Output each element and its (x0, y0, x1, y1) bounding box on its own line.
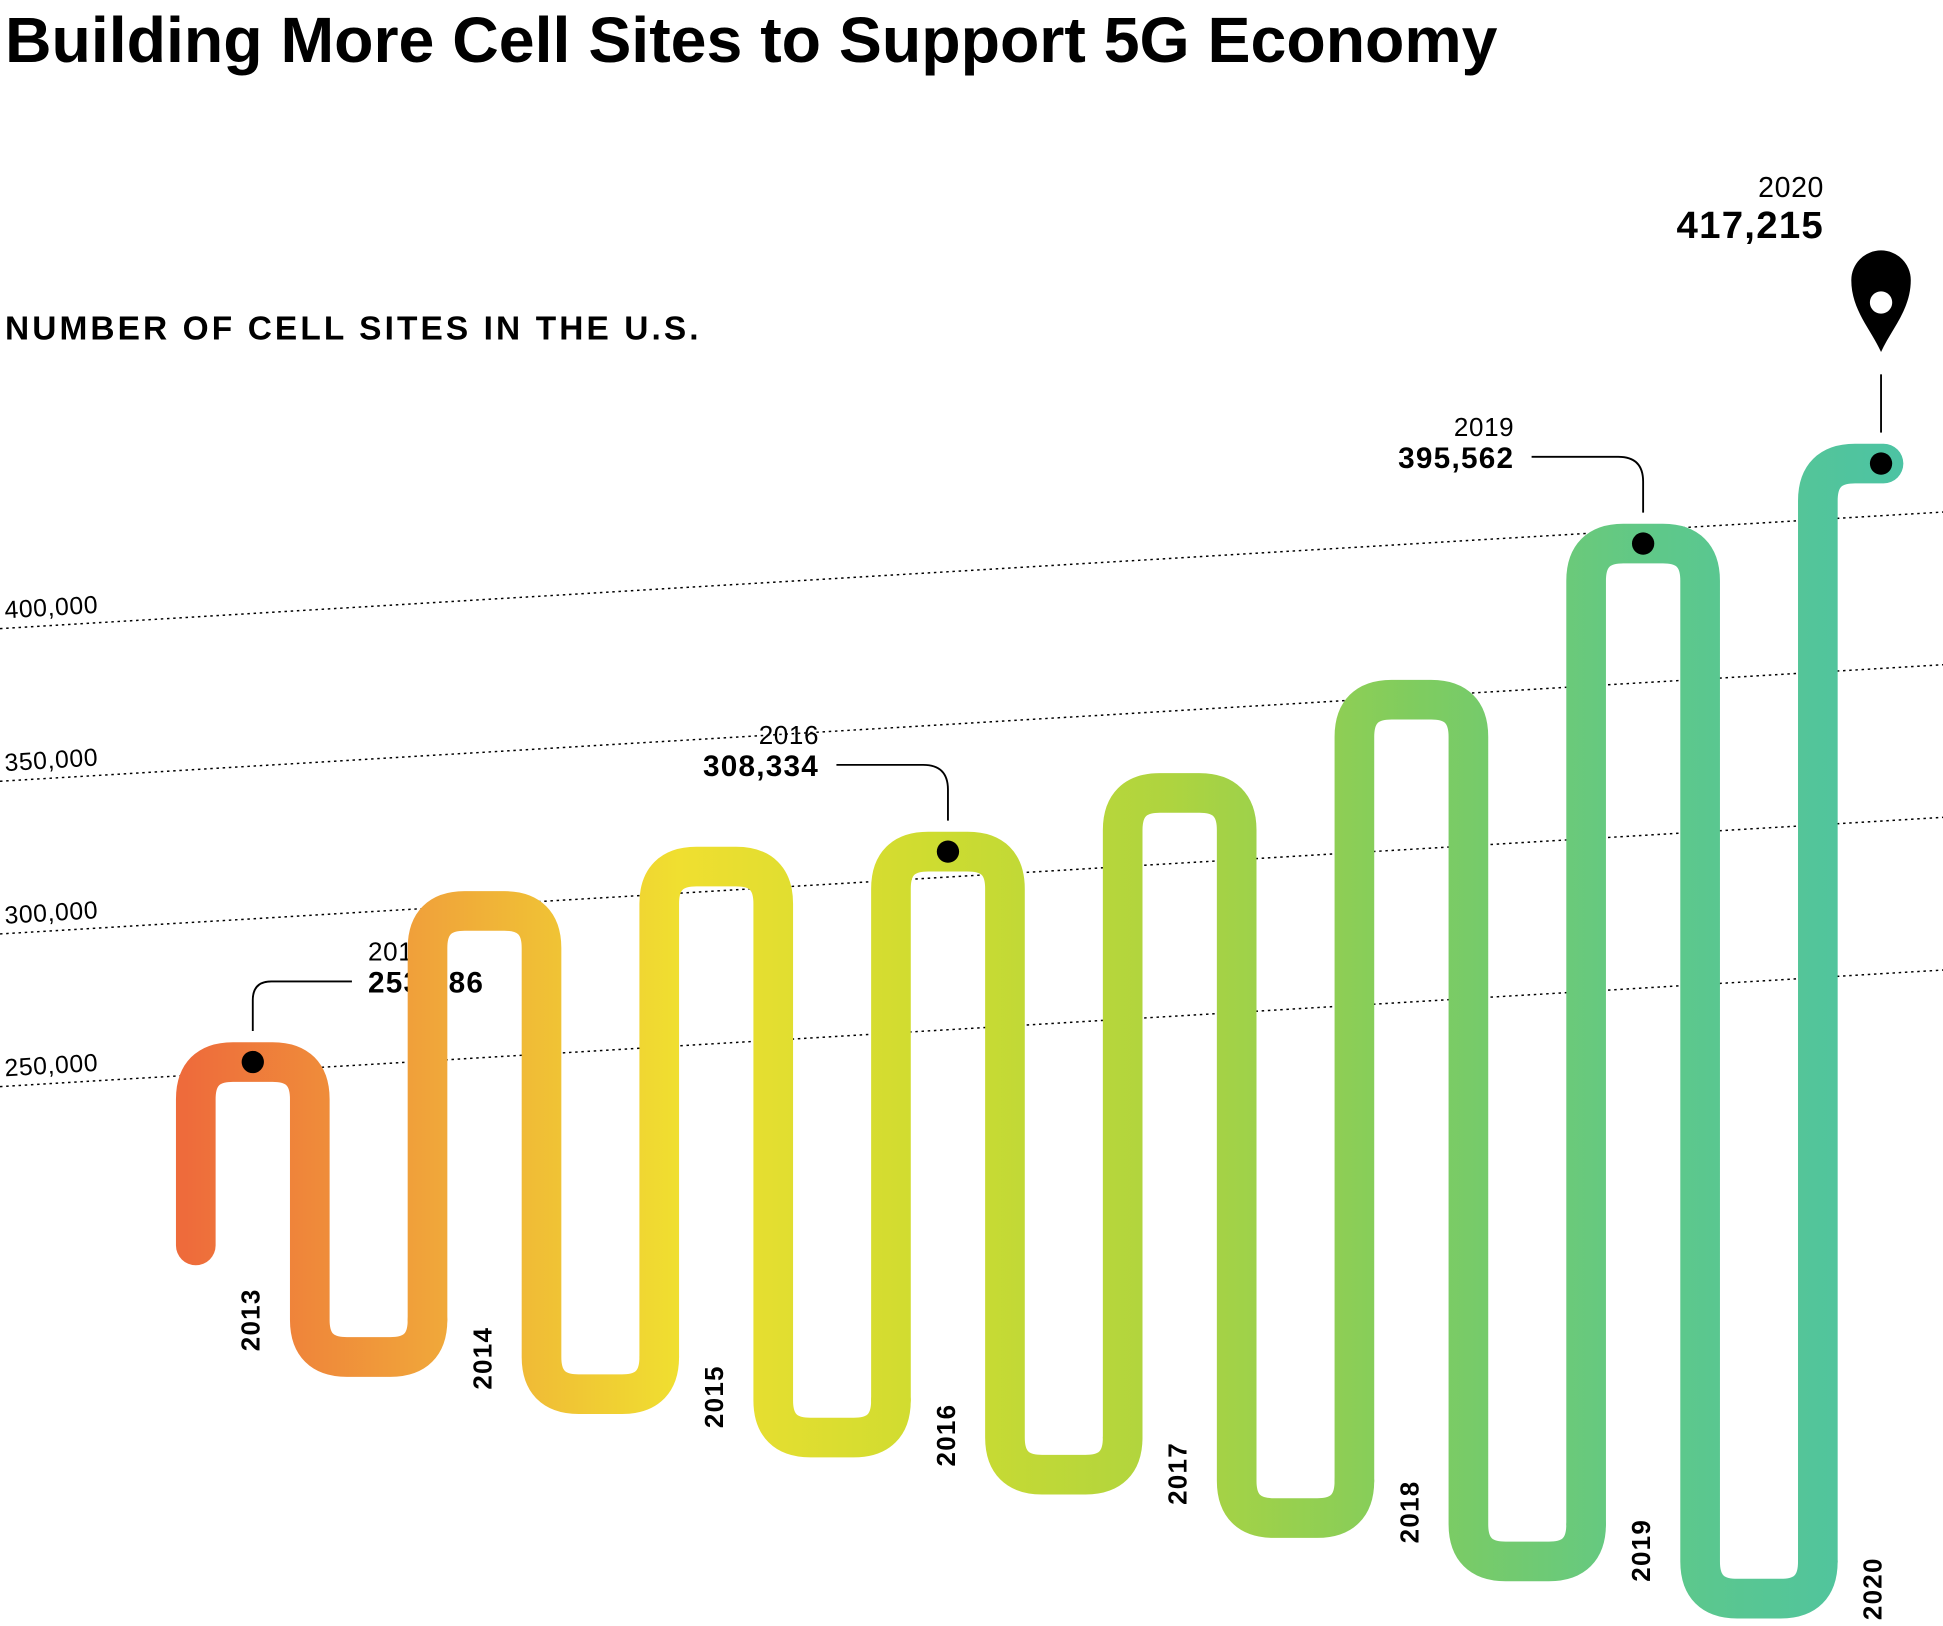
data-point (936, 840, 960, 863)
callout-year: 2019 (1454, 412, 1514, 442)
snake-segment (1566, 523, 1838, 1619)
grid-line (0, 816, 1943, 935)
year-label: 2016 (931, 1404, 961, 1467)
snake-segment (407, 891, 680, 1414)
year-label: 2017 (1163, 1442, 1193, 1505)
chart-subtitle: NUMBER OF CELL SITES IN THE U.S. (5, 311, 702, 348)
year-label: 2013 (236, 1288, 266, 1351)
snake-segment (871, 831, 1143, 1495)
grid-line (0, 511, 1943, 630)
y-tick-label: 300,000 (4, 897, 99, 930)
callout-value: 308,334 (703, 750, 819, 783)
grid-line (0, 663, 1943, 783)
data-point (1869, 452, 1893, 475)
snake-segment (175, 1042, 448, 1377)
snake-segment (639, 846, 911, 1458)
snake-segment (1798, 443, 1904, 1582)
leader-line (836, 763, 949, 821)
callout-year: 2020 (1758, 172, 1824, 204)
snake-segment (1102, 773, 1375, 1538)
y-tick-label: 250,000 (4, 1050, 99, 1083)
year-label: 2014 (467, 1327, 497, 1390)
leader-line (251, 980, 352, 1032)
y-tick-label: 350,000 (4, 744, 99, 777)
callout-value: 395,562 (1398, 442, 1514, 475)
year-label: 2020 (1858, 1557, 1888, 1620)
snake-segment (1334, 679, 1606, 1582)
grid-line (0, 969, 1943, 1088)
leader-line (1531, 455, 1645, 513)
year-label: 2019 (1626, 1519, 1656, 1582)
data-point (241, 1050, 264, 1074)
y-tick-label: 400,000 (4, 592, 99, 625)
year-label: 2018 (1394, 1480, 1424, 1543)
callout-year: 2016 (759, 720, 819, 750)
data-point (1631, 532, 1655, 555)
pin-icon (1851, 250, 1911, 353)
chart-title: Building More Cell Sites to Support 5G E… (5, 4, 1498, 76)
year-label: 2015 (699, 1365, 729, 1428)
callout-value: 417,215 (1677, 204, 1825, 247)
